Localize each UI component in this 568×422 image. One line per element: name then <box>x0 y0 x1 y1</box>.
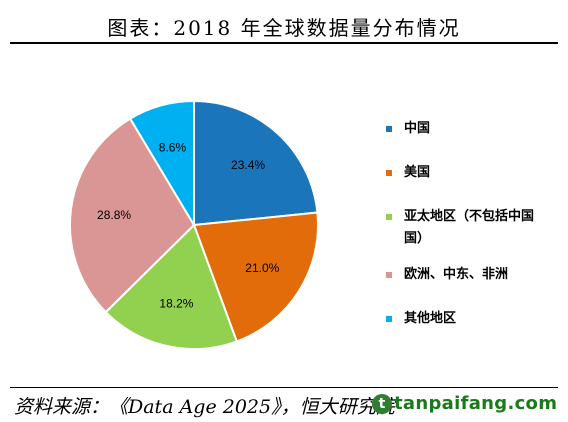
legend-label: 美国 <box>404 165 431 180</box>
legend-label: 欧洲、中东、非洲 <box>404 267 509 282</box>
legend-swatch-icon <box>386 214 392 220</box>
legend-swatch-icon <box>386 170 392 176</box>
legend-item-4: 欧洲、中东、非洲 <box>386 264 564 286</box>
legend-swatch-icon <box>386 316 392 322</box>
legend-label: 其他地区 <box>404 311 457 326</box>
pie-data-label-1: 23.4% <box>231 158 265 172</box>
pie-data-label-4: 28.8% <box>97 208 131 222</box>
legend-item-3: 亚太地区（不包括中国 国） <box>386 206 564 250</box>
legend-item-2: 美国 <box>386 162 564 184</box>
watermark-logo-icon: t <box>372 394 392 414</box>
legend-label: 亚太地区（不包括中国 国） <box>404 209 535 246</box>
chart-legend: 中国美国亚太地区（不包括中国 国） 欧洲、中东、非洲 其他地区 <box>386 118 564 330</box>
pie-slice-4 <box>69 117 196 314</box>
pie-slice-5 <box>128 99 195 229</box>
legend-item-1: 中国 <box>386 118 564 140</box>
bottom-rule <box>10 387 558 388</box>
pie-data-label-5: 8.6% <box>159 140 187 154</box>
pie-slice-3 <box>104 223 239 350</box>
source-note: 资料来源：《Data Age 2025》，恒大研究院 <box>14 396 395 418</box>
top-rule <box>10 42 558 44</box>
pie-data-label-3: 18.2% <box>159 297 193 311</box>
watermark: t tanpaifang.com <box>372 392 562 416</box>
chart-title: 图表：2018 年全球数据量分布情况 <box>107 16 461 40</box>
legend-swatch-icon <box>386 126 392 132</box>
watermark-text: tanpaifang.com <box>394 393 558 414</box>
pie-data-label-2: 21.0% <box>245 261 279 275</box>
legend-label: 中国 <box>404 121 431 136</box>
legend-item-5: 其他地区 <box>386 308 564 330</box>
pie-slice-1 <box>193 99 319 227</box>
legend-swatch-icon <box>386 272 392 278</box>
